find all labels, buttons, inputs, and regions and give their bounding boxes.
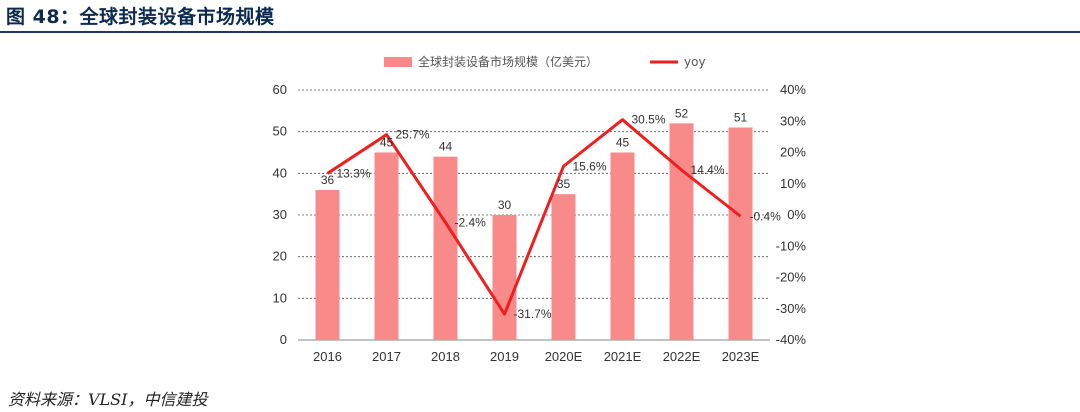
x-tick-label: 2018: [431, 349, 460, 364]
yoy-data-label: -0.4%: [750, 209, 782, 223]
y-left-tick-label: 30: [273, 207, 287, 222]
y-right-tick-label: 30%: [780, 113, 806, 128]
x-tick-label: 2021E: [604, 349, 642, 364]
yoy-data-label: -31.7%: [514, 307, 552, 321]
yoy-data-label: 14.4%: [691, 163, 725, 177]
y-right-tick-label: -20%: [776, 270, 807, 285]
yoy-data-label: 25.7%: [396, 128, 430, 142]
bar-data-label: 52: [675, 106, 689, 120]
y-right-tick-label: 10%: [780, 176, 806, 191]
x-tick-label: 2022E: [663, 349, 701, 364]
bar-data-label: 45: [380, 136, 394, 150]
y-right-tick-label: -40%: [776, 332, 807, 347]
y-right-tick-label: -30%: [776, 301, 807, 316]
bar: [492, 215, 517, 340]
bar: [728, 127, 753, 340]
y-right-tick-label: 20%: [780, 145, 806, 160]
yoy-line: [326, 118, 742, 316]
bar-data-label: 35: [557, 177, 571, 191]
source-note: 资料来源：VLSI，中信建投: [8, 390, 208, 409]
legend-line-label: yoy: [684, 55, 706, 69]
bar-data-label: 30: [498, 198, 512, 212]
bar: [433, 156, 458, 340]
y-left-tick-label: 10: [273, 290, 287, 305]
y-right-tick-label: 0%: [787, 207, 806, 222]
yoy-data-label: -2.4%: [455, 216, 487, 230]
bar-data-label: 36: [321, 173, 335, 187]
legend-bar-label: 全球封装设备市场规模（亿美元）: [418, 54, 598, 69]
bar: [315, 190, 340, 340]
bar-data-label: 51: [734, 111, 748, 125]
yoy-data-label: 15.6%: [573, 159, 607, 173]
y-left-tick-label: 0: [280, 332, 287, 347]
y-right-tick-label: 40%: [780, 82, 806, 97]
x-tick-label: 2017: [372, 349, 401, 364]
bar: [551, 194, 576, 340]
figure-title: 图 48：全球封装设备市场规模: [6, 6, 275, 28]
x-tick-label: 2020E: [545, 349, 583, 364]
yoy-data-label: 30.5%: [632, 113, 666, 127]
title-rule: [0, 31, 1080, 33]
x-tick-label: 2016: [313, 349, 342, 364]
bar: [669, 123, 694, 340]
bar-data-label: 45: [616, 136, 630, 150]
y-left-tick-label: 60: [273, 82, 287, 97]
bar: [610, 152, 635, 340]
y-left-tick-label: 40: [273, 165, 287, 180]
legend-bar-swatch: [384, 57, 412, 67]
y-left-tick-label: 50: [273, 124, 287, 139]
y-left-tick-label: 20: [273, 249, 287, 264]
bar-data-label: 44: [439, 140, 453, 154]
x-tick-label: 2019: [490, 349, 519, 364]
yoy-data-label: 13.3%: [337, 166, 371, 180]
bar: [374, 152, 399, 340]
x-tick-label: 2023E: [722, 349, 760, 364]
y-right-tick-label: -10%: [776, 238, 807, 253]
